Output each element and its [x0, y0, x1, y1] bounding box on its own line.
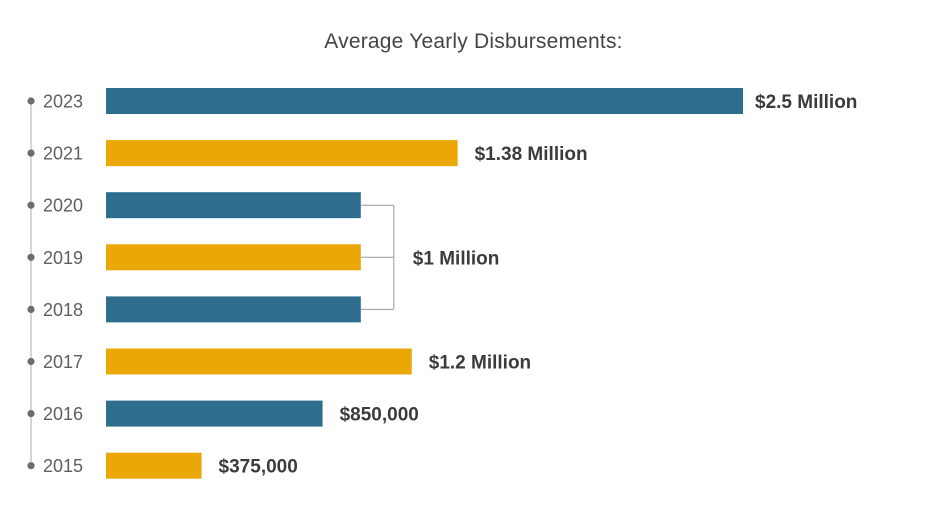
- bar-2016: [106, 400, 323, 427]
- timeline-dot-2016: [27, 410, 35, 418]
- bar-2020: [106, 192, 361, 219]
- timeline-dot-2018: [27, 305, 35, 313]
- chart-title: Average Yearly Disbursements:: [324, 30, 623, 53]
- bar-2018: [106, 296, 361, 323]
- y-tick-2015: 2015: [43, 456, 83, 476]
- y-tick-2016: 2016: [43, 404, 83, 424]
- timeline-dot-2015: [27, 462, 35, 470]
- timeline-dot-2019: [27, 253, 35, 261]
- data-label-1: $1.38 Million: [475, 144, 588, 165]
- timeline-dot-2017: [27, 357, 35, 366]
- bar-2021: [106, 140, 458, 167]
- data-label-0: $2.5 Million: [755, 92, 857, 113]
- bar-2019: [106, 244, 361, 271]
- timeline-dot-2020: [27, 201, 35, 209]
- group-bracket: [360, 204, 395, 310]
- y-tick-2021: 2021: [43, 144, 83, 164]
- y-tick-2019: 2019: [43, 248, 83, 268]
- timeline-dot-2023: [27, 97, 35, 105]
- y-tick-2018: 2018: [43, 300, 83, 320]
- bar-2017: [106, 348, 412, 375]
- bar-2023: [106, 88, 743, 114]
- data-label-2: $1 Million: [413, 248, 500, 269]
- data-label-5: $375,000: [219, 457, 298, 478]
- bar-2015: [106, 452, 202, 479]
- data-label-4: $850,000: [340, 405, 419, 426]
- data-label-3: $1.2 Million: [429, 353, 531, 374]
- timeline-dot-2021: [27, 149, 35, 157]
- y-tick-2023: 2023: [43, 92, 83, 112]
- y-tick-2017: 2017: [43, 352, 83, 372]
- y-tick-2020: 2020: [43, 196, 83, 216]
